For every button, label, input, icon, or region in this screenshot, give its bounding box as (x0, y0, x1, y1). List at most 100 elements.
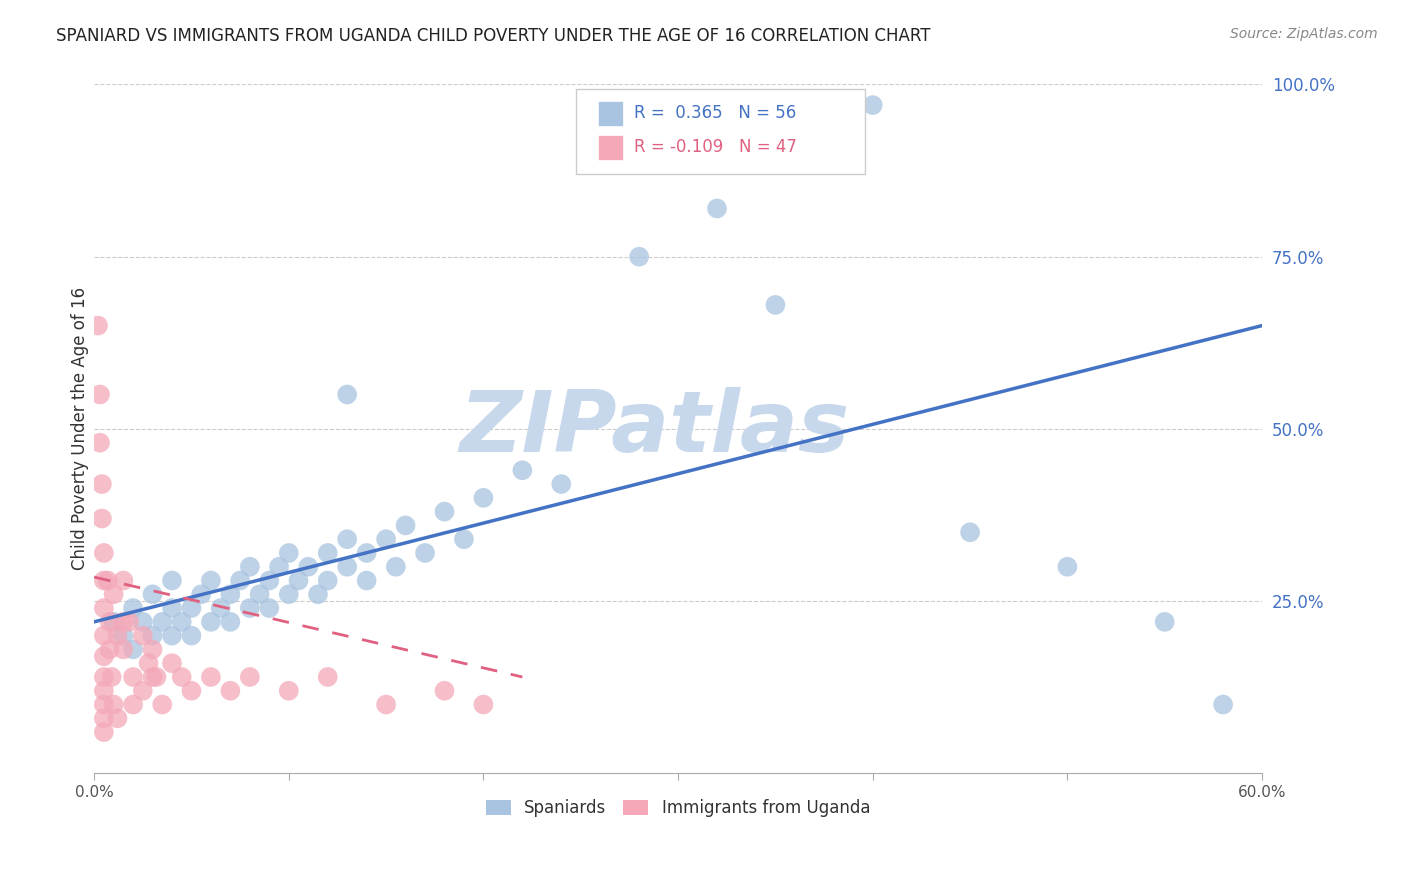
Point (229, 574, 252, 588)
Point (316, 670, 339, 684)
Point (277, 587, 299, 601)
Point (316, 546, 339, 560)
Point (200, 574, 222, 588)
Point (336, 559, 359, 574)
Point (93, 601, 115, 615)
Point (1056, 559, 1078, 574)
Point (141, 670, 163, 684)
Point (93, 574, 115, 588)
Point (433, 683, 456, 698)
Point (141, 629, 163, 643)
Point (336, 532, 359, 546)
Legend: Spaniards, Immigrants from Uganda: Spaniards, Immigrants from Uganda (479, 792, 877, 823)
Point (512, 463, 534, 477)
Point (209, 601, 232, 615)
Point (219, 683, 242, 698)
Point (90, 511, 112, 525)
Point (316, 574, 339, 588)
Point (103, 615, 125, 629)
Point (706, 202, 728, 216)
Point (200, 670, 222, 684)
Point (118, 615, 141, 629)
Point (550, 477, 572, 491)
Point (145, 670, 167, 684)
Point (112, 615, 135, 629)
Point (200, 615, 222, 629)
Point (138, 656, 160, 670)
Point (277, 683, 299, 698)
Point (112, 642, 135, 657)
Point (93, 670, 115, 684)
Point (472, 698, 495, 712)
Point (219, 615, 242, 629)
Point (765, 298, 787, 312)
Point (239, 670, 262, 684)
Point (394, 518, 416, 533)
Y-axis label: Child Poverty Under the Age of 16: Child Poverty Under the Age of 16 (72, 287, 89, 571)
Point (267, 559, 290, 574)
Point (219, 587, 242, 601)
Point (93, 629, 115, 643)
Point (180, 601, 202, 615)
Point (150, 698, 173, 712)
Point (297, 559, 319, 574)
Point (239, 601, 262, 615)
Point (141, 587, 163, 601)
Point (239, 559, 262, 574)
Text: SPANIARD VS IMMIGRANTS FROM UGANDA CHILD POVERTY UNDER THE AGE OF 16 CORRELATION: SPANIARD VS IMMIGRANTS FROM UGANDA CHILD… (56, 27, 931, 45)
Point (93, 546, 115, 560)
Point (180, 629, 202, 643)
Point (132, 615, 155, 629)
Point (413, 546, 436, 560)
Point (160, 656, 183, 670)
Point (160, 629, 183, 643)
Point (356, 546, 378, 560)
Point (93, 711, 115, 725)
Point (336, 387, 359, 401)
Point (1153, 615, 1175, 629)
Point (307, 587, 329, 601)
Point (112, 629, 135, 643)
Point (93, 698, 115, 712)
Point (100, 670, 122, 684)
Point (107, 711, 129, 725)
Point (160, 601, 183, 615)
Point (103, 698, 125, 712)
Point (90, 477, 112, 491)
Point (107, 629, 129, 643)
Point (93, 649, 115, 664)
Point (122, 670, 145, 684)
Text: R =  0.365   N = 56: R = 0.365 N = 56 (634, 104, 796, 122)
Point (180, 683, 202, 698)
Point (375, 698, 398, 712)
Point (1212, 698, 1234, 712)
Point (356, 574, 378, 588)
Point (122, 698, 145, 712)
Point (93, 683, 115, 698)
Point (122, 601, 145, 615)
Point (259, 574, 281, 588)
Point (959, 525, 981, 540)
Point (385, 559, 408, 574)
Point (862, 98, 884, 112)
Point (132, 683, 155, 698)
Point (453, 532, 475, 546)
Point (87, 318, 110, 333)
Point (190, 587, 212, 601)
Point (89, 435, 111, 450)
Point (170, 615, 193, 629)
Point (89, 387, 111, 401)
Point (277, 546, 299, 560)
Text: ZIPatlas: ZIPatlas (460, 387, 849, 470)
Point (93, 725, 115, 739)
Point (259, 601, 281, 615)
Point (98, 615, 121, 629)
Point (122, 642, 145, 657)
Text: R = -0.109   N = 47: R = -0.109 N = 47 (634, 138, 797, 156)
Point (170, 670, 193, 684)
Point (160, 574, 183, 588)
Point (249, 587, 271, 601)
Point (433, 505, 456, 519)
Point (112, 574, 135, 588)
Point (97, 574, 120, 588)
